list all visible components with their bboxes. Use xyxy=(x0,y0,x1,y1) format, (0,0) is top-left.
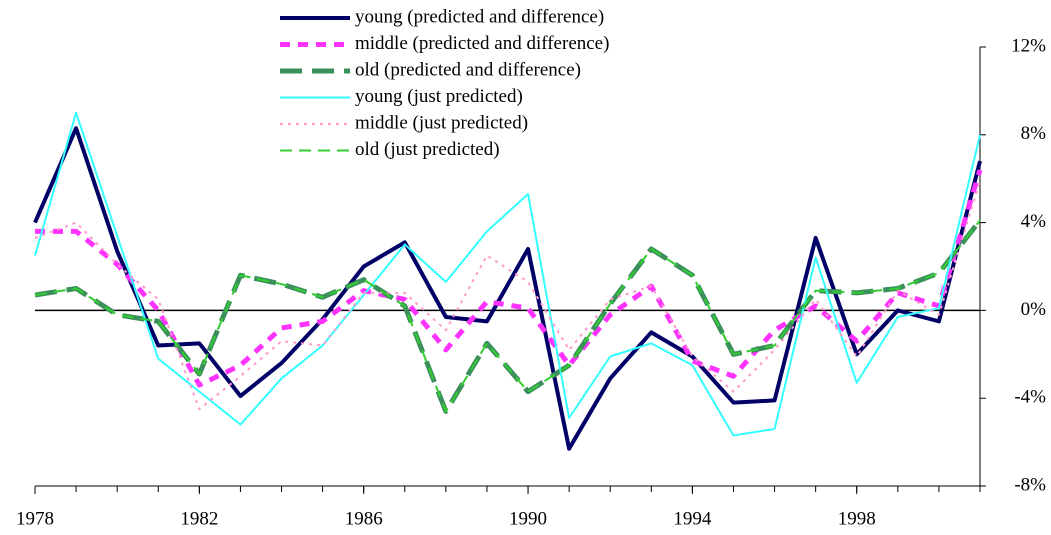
x-tick-label: 1998 xyxy=(838,508,876,529)
x-tick-label: 1986 xyxy=(345,508,383,529)
y-tick-label: 12% xyxy=(1011,35,1046,56)
series-line xyxy=(34,218,982,414)
series-line xyxy=(34,219,981,413)
y-tick-label: 0% xyxy=(1021,299,1047,320)
series-line xyxy=(35,169,983,388)
legend-label: young (just predicted) xyxy=(355,86,523,107)
y-tick-label: 4% xyxy=(1021,211,1047,232)
legend-label: old (predicted and difference) xyxy=(355,59,581,80)
x-tick-label: 1990 xyxy=(509,508,547,529)
y-tick-label: 8% xyxy=(1021,123,1047,144)
y-tick-label: -4% xyxy=(1014,387,1046,408)
x-tick-label: 1994 xyxy=(673,508,712,529)
legend-label: middle (just predicted) xyxy=(355,112,528,133)
legend-label: middle (predicted and difference) xyxy=(355,33,609,54)
series-line xyxy=(34,111,981,437)
x-tick-label: 1978 xyxy=(16,508,54,529)
legend-label: young (predicted and difference) xyxy=(355,6,604,27)
x-tick-label: 1982 xyxy=(180,508,218,529)
series-line xyxy=(33,126,982,451)
y-tick-label: -8% xyxy=(1014,474,1046,495)
series-line xyxy=(34,180,981,411)
legend-label: old (just predicted) xyxy=(355,139,500,160)
